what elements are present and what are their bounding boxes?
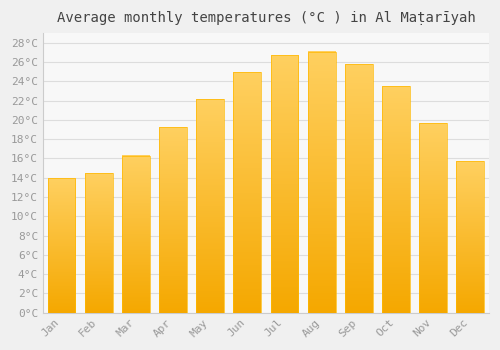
Bar xyxy=(196,99,224,313)
Bar xyxy=(345,64,373,313)
Bar xyxy=(419,123,447,313)
Title: Average monthly temperatures (°C ) in Al Maṭarīyah: Average monthly temperatures (°C ) in Al… xyxy=(56,11,476,25)
Bar xyxy=(159,127,187,313)
Bar xyxy=(456,161,484,313)
Bar xyxy=(234,72,262,313)
Bar xyxy=(48,178,76,313)
Bar xyxy=(122,156,150,313)
Bar xyxy=(85,173,112,313)
Bar xyxy=(308,51,336,313)
Bar xyxy=(382,86,410,313)
Bar xyxy=(270,55,298,313)
